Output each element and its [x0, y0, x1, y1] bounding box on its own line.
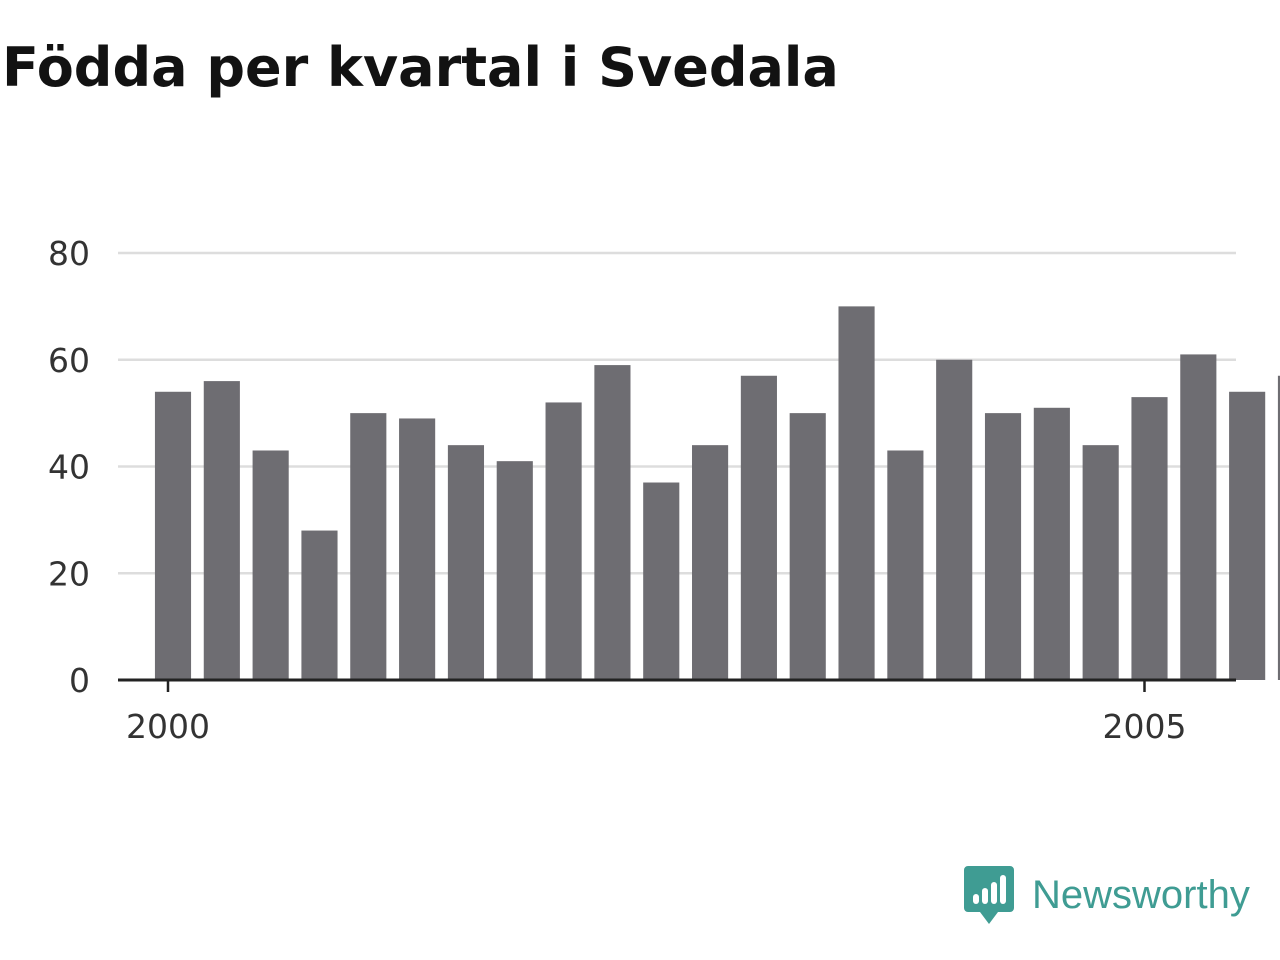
bar — [887, 450, 924, 680]
bar — [1082, 445, 1119, 680]
bar — [1277, 375, 1280, 680]
newsworthy-logo: Newsworthy — [964, 866, 1250, 924]
newsworthy-logo-icon — [964, 866, 1014, 924]
brand-name: Newsworthy — [1032, 872, 1250, 917]
chart-title: Födda per kvartal i Svedala — [2, 36, 839, 99]
bar — [838, 306, 875, 680]
x-tick-label: 2005 — [1103, 707, 1187, 746]
y-tick-label: 60 — [48, 341, 90, 380]
bar — [643, 482, 680, 680]
x-tick-label: 2000 — [126, 707, 210, 746]
y-tick-label: 0 — [69, 661, 90, 700]
bar — [936, 359, 973, 680]
bar — [740, 375, 777, 680]
bar — [1131, 397, 1168, 680]
bar — [203, 381, 240, 680]
bar — [594, 365, 631, 680]
bar — [350, 413, 387, 680]
bar — [1229, 391, 1266, 680]
bar — [789, 413, 826, 680]
bar — [984, 413, 1022, 680]
labels: 02040608020002005201020152020202551 — [48, 234, 1187, 746]
bar — [447, 445, 485, 680]
bar — [1033, 407, 1070, 680]
bar — [301, 530, 338, 680]
y-tick-label: 80 — [48, 234, 90, 273]
bar — [545, 402, 582, 680]
bar — [1180, 354, 1217, 680]
bar — [252, 450, 289, 680]
bar-chart: 02040608020002005201020152020202551 — [48, 234, 1280, 746]
y-tick-label: 40 — [48, 448, 90, 487]
y-tick-label: 20 — [48, 554, 90, 593]
axes — [118, 678, 1236, 692]
bar — [496, 461, 533, 680]
bar — [154, 391, 192, 680]
bar — [399, 418, 436, 680]
bars — [154, 306, 1280, 680]
bar — [692, 445, 729, 680]
